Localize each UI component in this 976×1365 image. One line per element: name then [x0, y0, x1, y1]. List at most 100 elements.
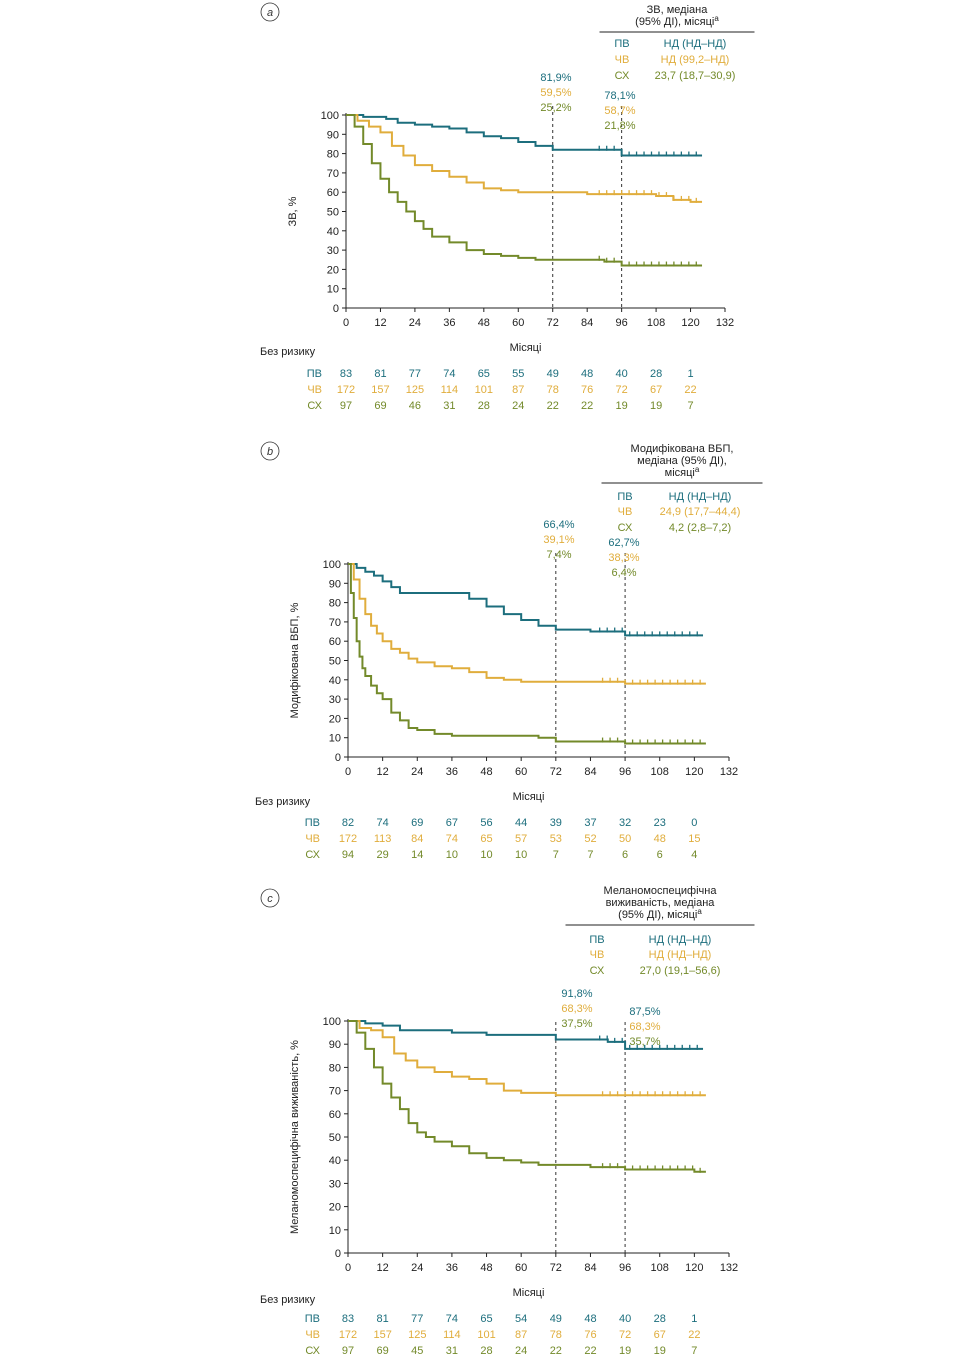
risk-value: 50: [619, 833, 631, 845]
risk-value: 22: [550, 1345, 562, 1357]
series-line-ЧВ: [348, 563, 706, 685]
y-tick-label: 50: [329, 656, 341, 668]
risk-value: 125: [406, 384, 424, 396]
risk-value: 6: [622, 849, 628, 861]
annotation-72-2: 7,4%: [546, 549, 571, 561]
legend-group: ПВ: [617, 491, 632, 503]
y-tick-label: 100: [323, 1016, 341, 1028]
x-tick-label: 96: [619, 1262, 631, 1274]
risk-value: 48: [581, 368, 593, 380]
panel-label: c: [267, 893, 273, 905]
risk-group: ЧВ: [307, 384, 322, 396]
y-tick-label: 0: [333, 303, 339, 315]
x-tick-label: 60: [515, 766, 527, 778]
risk-value: 67: [650, 384, 662, 396]
risk-value: 97: [340, 400, 352, 412]
annotation-96-0: 62,7%: [608, 537, 639, 549]
risk-group: ЧВ: [305, 833, 320, 845]
risk-value: 77: [411, 1313, 423, 1325]
risk-value: 22: [684, 384, 696, 396]
x-tick-label: 120: [685, 1262, 703, 1274]
annotation-96-0: 87,5%: [629, 1006, 660, 1018]
legend-group: СХ: [618, 522, 633, 534]
legend-sup: a: [695, 465, 700, 474]
y-tick-label: 10: [327, 284, 339, 296]
risk-value: 49: [547, 368, 559, 380]
risk-value: 39: [550, 817, 562, 829]
risk-value: 87: [515, 1329, 527, 1341]
annotation-72-0: 81,9%: [540, 72, 571, 84]
risk-group: ЧВ: [305, 1329, 320, 1341]
series-line-ЧВ: [346, 114, 703, 203]
risk-value: 83: [340, 368, 352, 380]
risk-value: 4: [691, 849, 697, 861]
risk-value: 40: [616, 368, 628, 380]
y-tick-label: 100: [323, 559, 341, 571]
risk-value: 6: [657, 849, 663, 861]
y-tick-label: 90: [327, 129, 339, 141]
x-tick-label: 72: [550, 766, 562, 778]
risk-value: 46: [409, 400, 421, 412]
y-axis-label: ЗВ, %: [287, 196, 299, 226]
annotation-96-2: 21,8%: [604, 120, 635, 132]
y-tick-label: 20: [329, 1202, 341, 1214]
x-tick-label: 132: [716, 317, 734, 329]
risk-value: 69: [374, 400, 386, 412]
risk-value: 101: [475, 384, 493, 396]
x-tick-label: 84: [584, 766, 596, 778]
risk-value: 82: [342, 817, 354, 829]
x-tick-label: 24: [411, 1262, 423, 1274]
y-tick-label: 10: [329, 733, 341, 745]
y-tick-label: 90: [329, 578, 341, 590]
risk-value: 54: [515, 1313, 527, 1325]
x-tick-label: 72: [550, 1262, 562, 1274]
risk-value: 81: [374, 368, 386, 380]
risk-value: 22: [584, 1345, 596, 1357]
risk-value: 7: [553, 849, 559, 861]
risk-table-title: Без ризику: [255, 796, 311, 808]
risk-value: 48: [584, 1313, 596, 1325]
risk-value: 52: [584, 833, 596, 845]
legend-group: СХ: [615, 70, 630, 82]
y-tick-label: 80: [329, 1062, 341, 1074]
y-tick-label: 50: [327, 207, 339, 219]
annotation-96-2: 6,4%: [611, 567, 636, 579]
legend-group: ПВ: [614, 38, 629, 50]
legend-group: СХ: [590, 965, 605, 977]
y-tick-label: 70: [329, 1086, 341, 1098]
risk-value: 55: [512, 368, 524, 380]
risk-value: 125: [408, 1329, 426, 1341]
x-tick-label: 96: [619, 766, 631, 778]
y-tick-label: 70: [329, 617, 341, 629]
y-tick-label: 50: [329, 1132, 341, 1144]
annotation-72-1: 39,1%: [543, 534, 574, 546]
panel-label-circle: [260, 888, 280, 908]
risk-value: 65: [478, 368, 490, 380]
legend-title-line: ЗВ, медіана: [647, 4, 709, 16]
risk-value: 24: [515, 1345, 527, 1357]
x-tick-label: 60: [512, 317, 524, 329]
risk-value: 10: [480, 849, 492, 861]
risk-group: СХ: [305, 849, 320, 861]
annotation-72-2: 25,2%: [540, 102, 571, 114]
risk-value: 40: [619, 1313, 631, 1325]
y-tick-label: 90: [329, 1039, 341, 1051]
x-axis-label: Місяці: [513, 791, 545, 803]
series-line-ПВ: [348, 1020, 704, 1050]
x-tick-label: 12: [377, 1262, 389, 1274]
panel-label: b: [267, 446, 273, 458]
x-tick-label: 108: [647, 317, 665, 329]
panel-label: a: [267, 7, 273, 19]
legend-value: НД (НД–НД): [669, 491, 732, 503]
risk-value: 31: [446, 1345, 458, 1357]
risk-value: 45: [411, 1345, 423, 1357]
risk-value: 65: [480, 1313, 492, 1325]
x-tick-label: 84: [584, 1262, 596, 1274]
risk-value: 114: [443, 1329, 461, 1341]
risk-value: 56: [480, 817, 492, 829]
legend-title-line: Меланомоспецифічна: [604, 885, 718, 897]
risk-value: 37: [584, 817, 596, 829]
risk-value: 172: [339, 1329, 357, 1341]
